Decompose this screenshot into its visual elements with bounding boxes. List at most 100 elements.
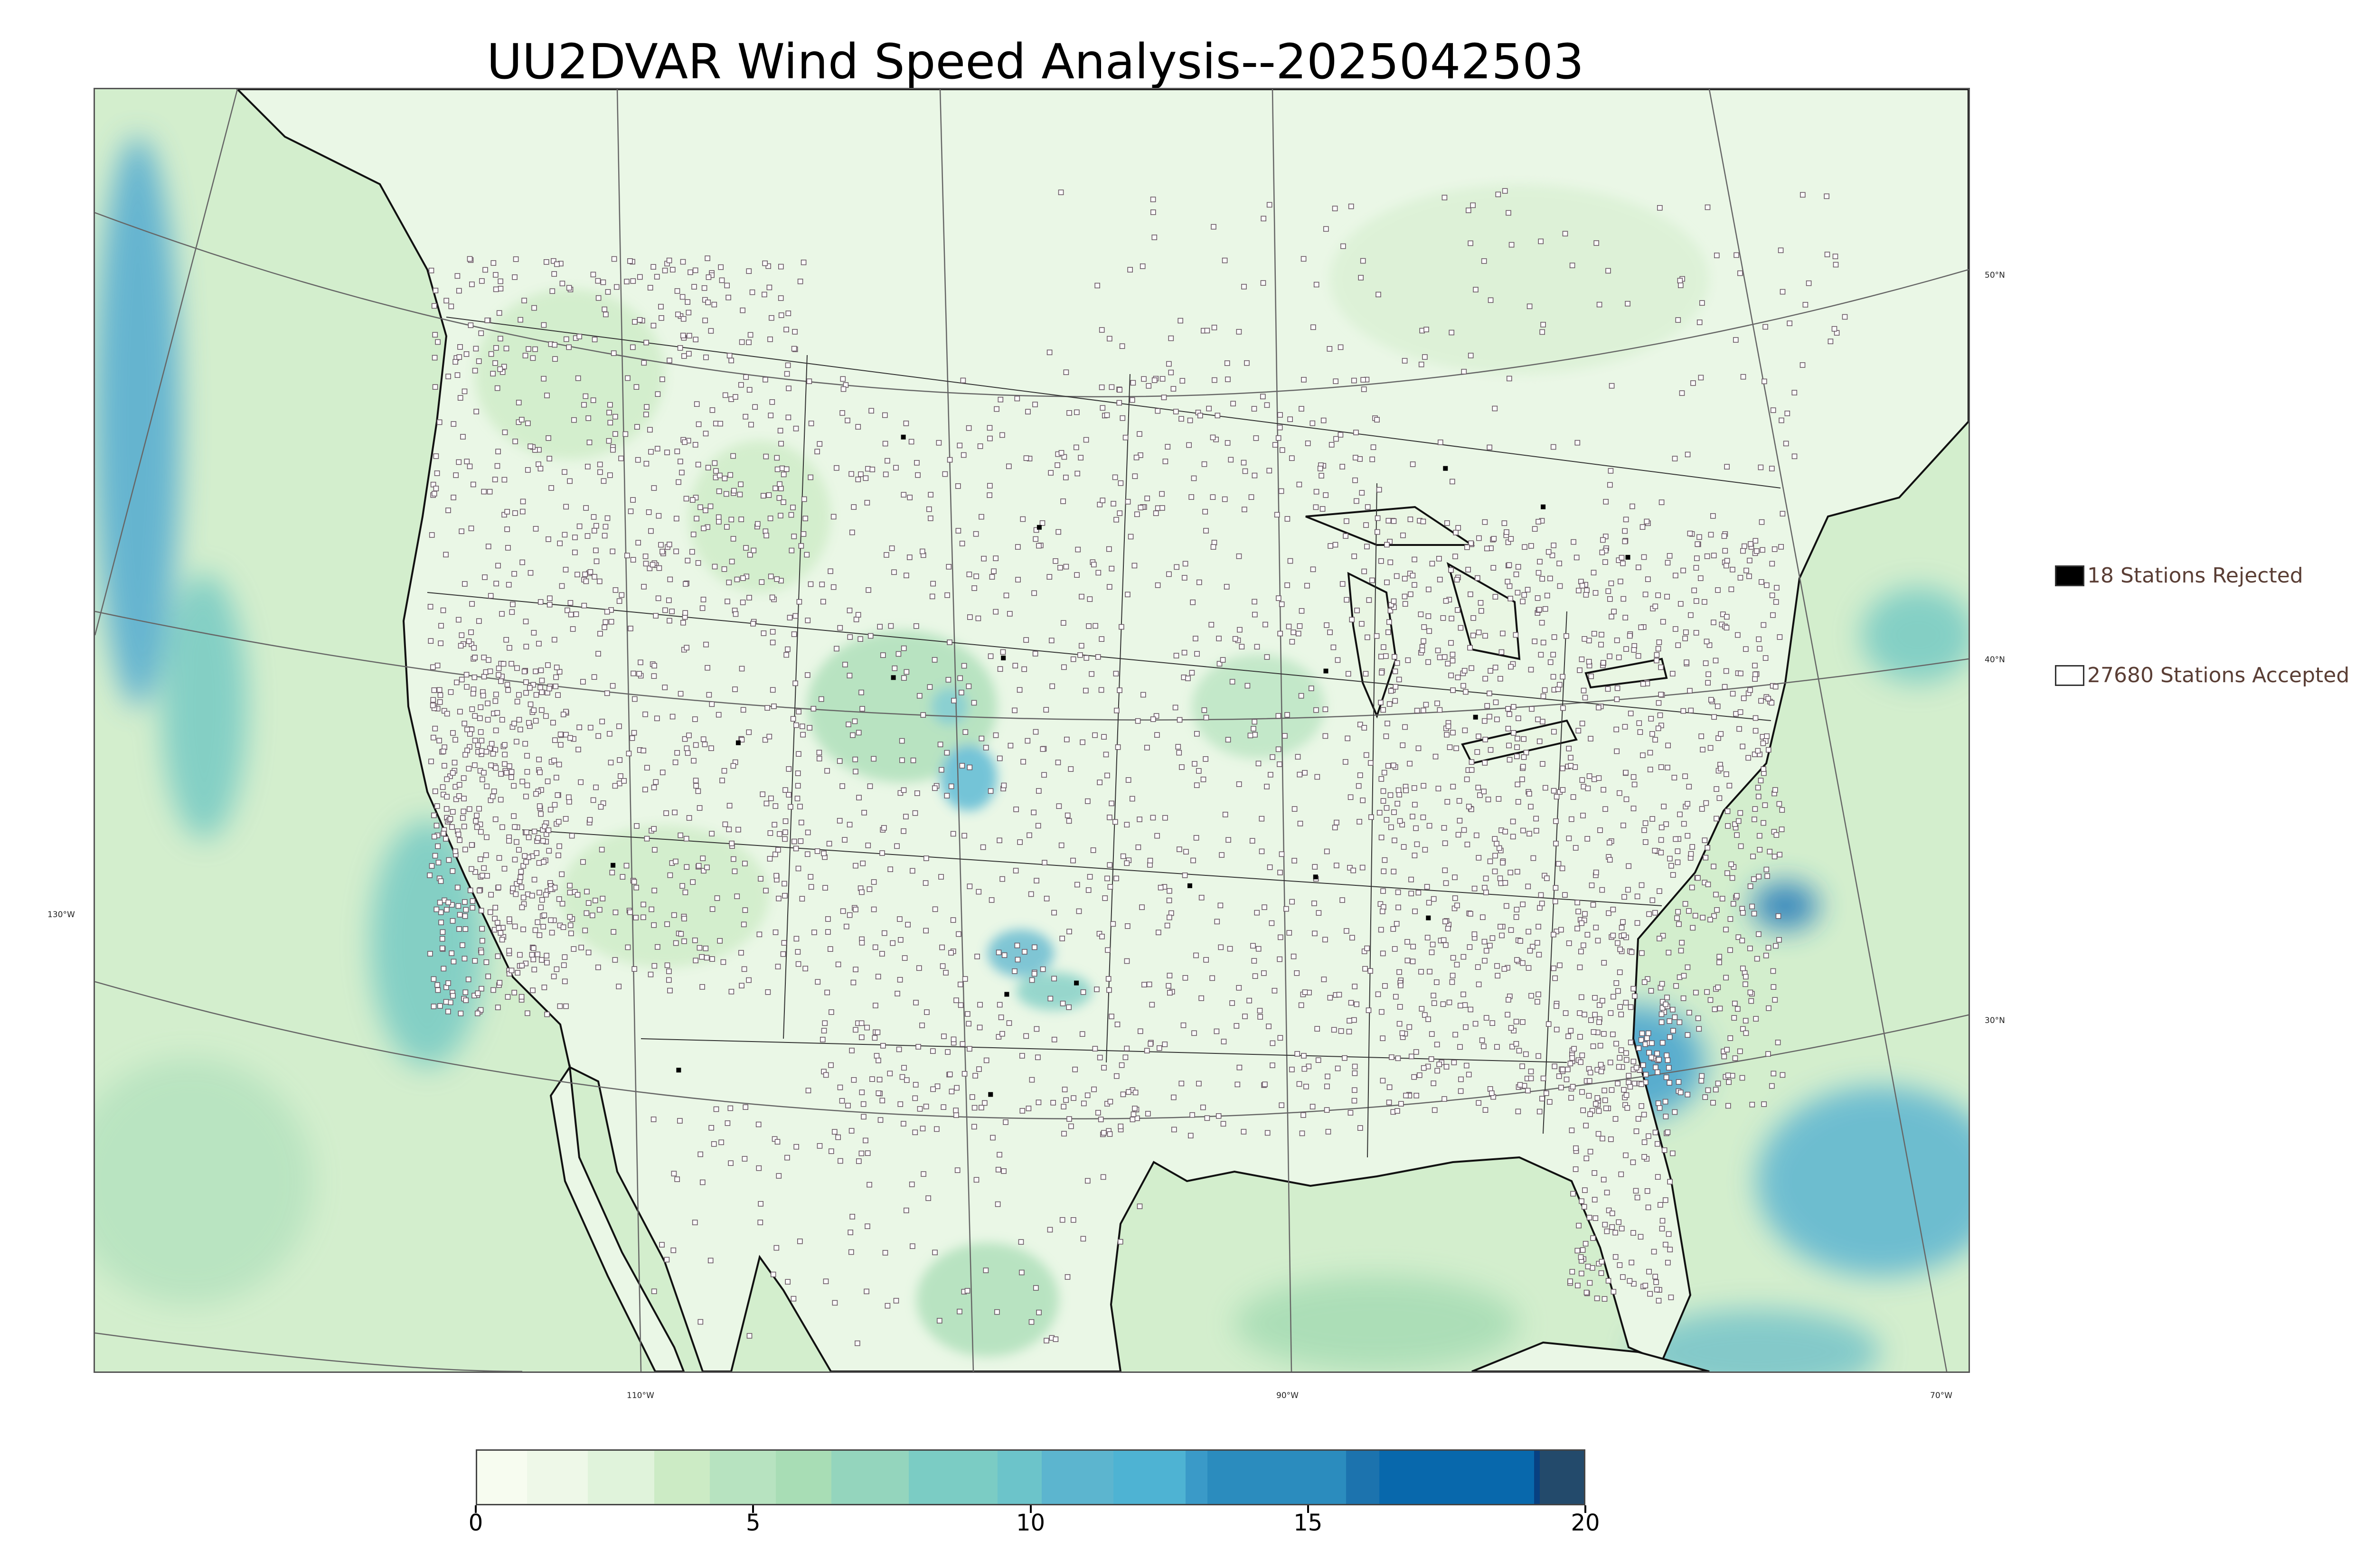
station-accepted-marker: [1402, 576, 1408, 582]
station-accepted-marker: [1063, 474, 1069, 480]
station-accepted-marker: [1454, 962, 1460, 967]
station-accepted-marker: [498, 771, 504, 777]
station-accepted-marker: [1294, 1051, 1300, 1057]
station-accepted-marker: [1063, 563, 1069, 570]
station-accepted-marker: [600, 279, 606, 285]
station-accepted-marker: [951, 698, 957, 704]
station-accepted-marker: [575, 572, 580, 578]
station-accepted-marker: [795, 770, 801, 776]
station-accepted-marker: [853, 769, 858, 775]
station-accepted-marker: [1520, 960, 1526, 966]
station-accepted-marker: [703, 431, 709, 437]
station-accepted-marker: [928, 515, 933, 521]
station-accepted-marker: [448, 303, 454, 310]
station-accepted-marker: [482, 574, 488, 580]
station-accepted-marker: [1766, 1005, 1771, 1011]
station-accepted-marker: [1520, 599, 1526, 604]
station-accepted-marker: [1418, 969, 1424, 975]
station-accepted-marker: [1515, 564, 1521, 570]
station-accepted-marker: [1356, 783, 1362, 789]
station-accepted-marker: [632, 319, 638, 325]
station-accepted-marker: [1658, 664, 1664, 670]
station-accepted-marker: [1450, 479, 1455, 485]
station-accepted-marker: [1242, 507, 1247, 513]
station-accepted-marker: [1203, 756, 1208, 762]
station-accepted-marker: [545, 662, 551, 668]
station-accepted-marker: [1657, 1105, 1663, 1111]
station-accepted-marker: [1322, 706, 1328, 712]
station-accepted-marker: [475, 742, 481, 748]
station-accepted-marker: [1475, 964, 1481, 970]
station-accepted-marker: [1608, 1010, 1614, 1016]
station-accepted-marker: [434, 663, 441, 668]
station-accepted-marker: [451, 421, 457, 427]
station-accepted-marker: [976, 889, 982, 895]
station-accepted-marker: [441, 966, 447, 972]
station-accepted-marker: [641, 914, 646, 920]
station-accepted-marker: [593, 784, 599, 790]
station-accepted-marker: [1353, 455, 1358, 460]
station-accepted-marker: [1406, 1024, 1413, 1030]
station-accepted-marker: [1344, 597, 1349, 603]
station-accepted-marker: [601, 478, 607, 484]
station-accepted-marker: [1252, 611, 1258, 618]
station-accepted-marker: [868, 408, 874, 414]
station-accepted-marker: [1738, 670, 1743, 676]
station-accepted-marker: [604, 609, 610, 615]
station-accepted-marker: [725, 599, 730, 604]
station-accepted-marker: [468, 629, 474, 635]
station-accepted-marker: [1047, 995, 1054, 1002]
station-accepted-marker: [1128, 534, 1134, 540]
station-accepted-marker: [1214, 1028, 1220, 1034]
station-accepted-marker: [1478, 600, 1484, 606]
station-accepted-marker: [776, 1173, 782, 1179]
station-accepted-marker: [553, 674, 559, 680]
station-accepted-marker: [762, 260, 768, 266]
station-accepted-marker: [1095, 570, 1102, 576]
station-accepted-marker: [1641, 979, 1648, 985]
station-accepted-marker: [1384, 579, 1390, 585]
station-accepted-marker: [443, 806, 450, 812]
station-accepted-marker: [462, 989, 469, 995]
station-accepted-marker: [482, 267, 488, 273]
station-accepted-marker: [1769, 1083, 1775, 1089]
station-accepted-marker: [795, 783, 801, 789]
station-accepted-marker: [1678, 282, 1684, 288]
station-accepted-marker: [1107, 862, 1113, 868]
station-accepted-marker: [999, 876, 1005, 882]
station-accepted-marker: [634, 823, 640, 829]
station-accepted-marker: [473, 409, 480, 414]
station-accepted-marker: [853, 1027, 858, 1033]
station-accepted-marker: [808, 581, 814, 587]
station-accepted-marker: [428, 267, 434, 273]
station-accepted-marker: [642, 554, 649, 559]
station-accepted-marker: [1727, 1035, 1733, 1041]
station-accepted-marker: [936, 440, 942, 446]
station-accepted-marker: [934, 1083, 941, 1089]
station-accepted-marker: [1773, 832, 1780, 838]
station-accepted-marker: [887, 866, 893, 872]
station-accepted-marker: [1566, 746, 1572, 751]
station-accepted-marker: [440, 607, 446, 613]
station-accepted-marker: [1380, 798, 1386, 804]
station-accepted-marker: [431, 976, 437, 982]
station-accepted-marker: [473, 818, 479, 824]
station-accepted-marker: [852, 756, 858, 762]
station-accepted-marker: [498, 278, 503, 284]
station-accepted-marker: [490, 371, 496, 376]
station-accepted-marker: [499, 937, 505, 943]
station-accepted-marker: [1493, 699, 1499, 705]
station-accepted-marker: [1383, 653, 1389, 659]
station-accepted-marker: [1657, 888, 1662, 894]
station-accepted-marker: [1176, 750, 1182, 756]
station-accepted-marker: [583, 505, 589, 511]
station-accepted-marker: [1028, 1319, 1035, 1325]
station-accepted-marker: [1779, 807, 1785, 813]
station-accepted-marker: [1544, 1090, 1549, 1096]
station-accepted-marker: [1663, 1241, 1668, 1248]
station-accepted-marker: [575, 375, 581, 381]
station-accepted-marker: [1395, 889, 1401, 895]
station-accepted-marker: [519, 779, 526, 785]
station-accepted-marker: [1582, 1012, 1587, 1017]
station-accepted-marker: [1443, 1064, 1450, 1070]
